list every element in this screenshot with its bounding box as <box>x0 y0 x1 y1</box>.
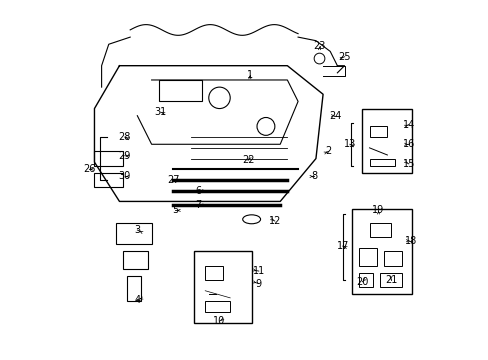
Text: 18: 18 <box>404 236 416 246</box>
Bar <box>358 248 376 266</box>
Bar <box>369 223 390 237</box>
Bar <box>205 266 223 280</box>
Text: 23: 23 <box>313 41 325 51</box>
Text: 27: 27 <box>166 175 179 185</box>
Text: 29: 29 <box>119 151 131 161</box>
Text: 2: 2 <box>325 147 331 157</box>
Text: 8: 8 <box>310 171 317 181</box>
Bar <box>126 276 141 301</box>
Bar <box>94 152 123 166</box>
Bar <box>205 301 230 312</box>
Text: 24: 24 <box>329 111 341 121</box>
Text: 25: 25 <box>338 52 350 62</box>
Text: 16: 16 <box>402 139 414 149</box>
Bar <box>159 80 201 102</box>
Text: 13: 13 <box>343 139 355 149</box>
Text: 7: 7 <box>195 200 201 210</box>
Text: 14: 14 <box>402 120 414 130</box>
Bar <box>194 251 251 323</box>
Text: 10: 10 <box>213 316 225 326</box>
Text: 20: 20 <box>355 277 368 287</box>
Bar <box>369 126 386 137</box>
Bar <box>369 158 394 166</box>
Text: 31: 31 <box>154 107 166 117</box>
Text: 22: 22 <box>242 156 254 165</box>
Bar <box>358 273 372 287</box>
Text: 9: 9 <box>255 279 261 289</box>
Text: 12: 12 <box>268 216 281 226</box>
Text: 6: 6 <box>195 186 201 196</box>
Bar <box>362 109 411 173</box>
Text: 28: 28 <box>119 132 131 142</box>
Bar <box>383 251 401 266</box>
Text: 21: 21 <box>384 275 396 285</box>
Text: 15: 15 <box>402 159 414 169</box>
Text: 30: 30 <box>119 171 131 181</box>
Text: 19: 19 <box>371 205 384 215</box>
Text: 4: 4 <box>134 295 140 305</box>
Text: 17: 17 <box>336 241 348 251</box>
Text: 11: 11 <box>252 266 264 276</box>
Text: 26: 26 <box>83 164 95 174</box>
Bar <box>351 208 411 294</box>
Text: 3: 3 <box>134 225 140 235</box>
Bar <box>380 273 401 287</box>
Bar <box>116 223 151 244</box>
Text: 1: 1 <box>246 69 252 80</box>
Bar <box>123 251 148 269</box>
Text: 5: 5 <box>171 205 178 215</box>
Bar <box>94 173 123 187</box>
